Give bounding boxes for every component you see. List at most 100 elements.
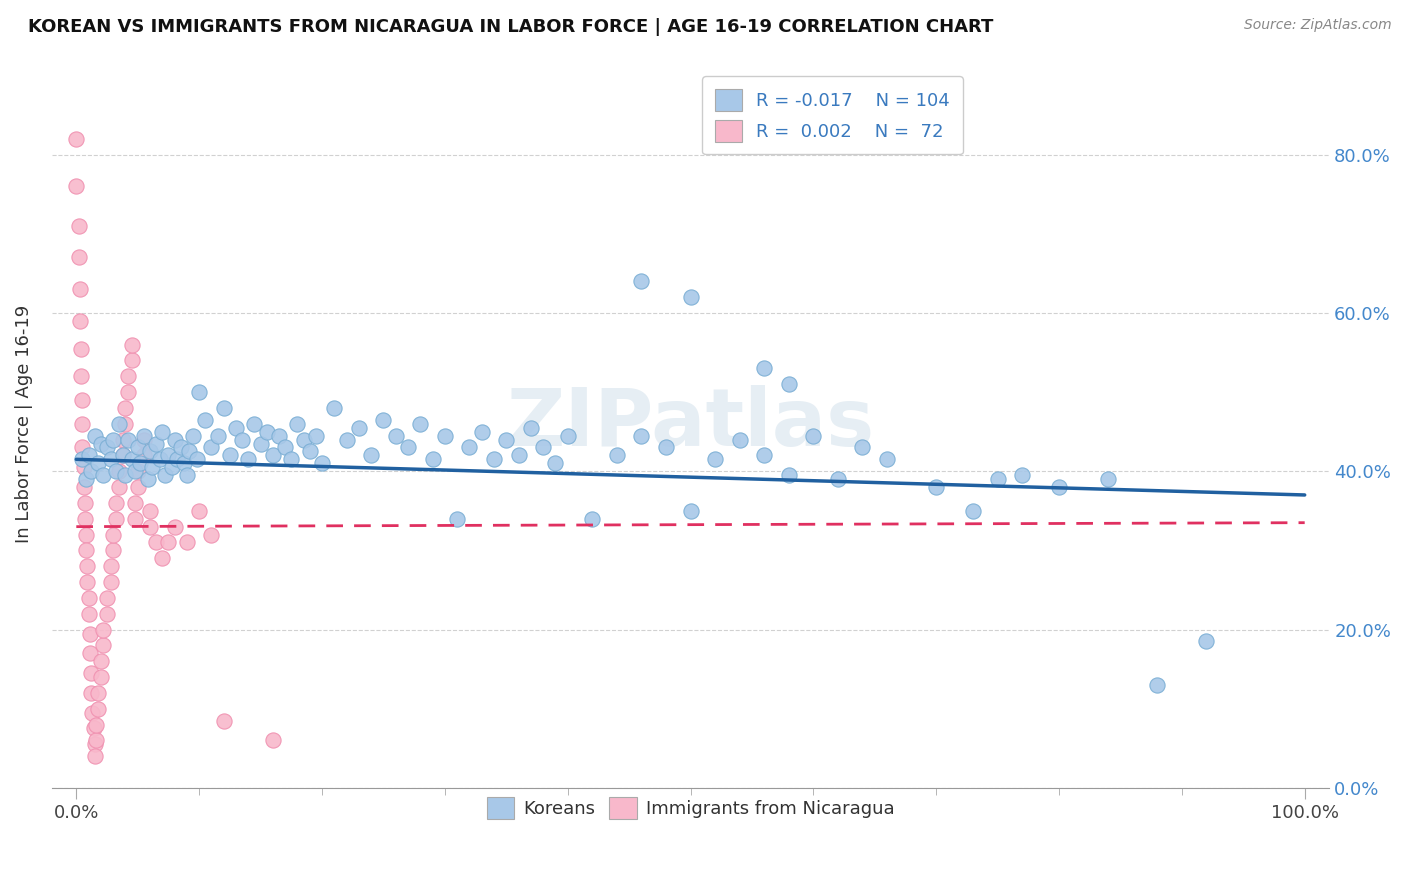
Point (101, 433, 124, 447)
Point (231, 433, 253, 447)
Point (544, 456, 567, 470)
Point (73, 480, 96, 494)
Point (396, 441, 419, 455)
Point (77, 449, 100, 463)
Point (298, 444, 321, 458)
Point (145, 535, 167, 549)
Text: ZIPatlas: ZIPatlas (506, 384, 875, 463)
Point (93, 639, 115, 653)
Text: KOREAN VS IMMIGRANTS FROM NICARAGUA IN LABOR FORCE | AGE 16-19 CORRELATION CHART: KOREAN VS IMMIGRANTS FROM NICARAGUA IN L… (28, 18, 994, 36)
Point (111, 449, 134, 463)
Point (422, 452, 444, 467)
Point (127, 441, 149, 455)
Point (778, 468, 800, 483)
Point (69, 314, 91, 328)
Point (79, 646, 101, 660)
Point (69, 282, 91, 296)
Point (225, 420, 247, 434)
Point (1047, 480, 1070, 494)
Point (827, 472, 849, 486)
Point (194, 413, 217, 427)
Point (876, 452, 898, 467)
Point (114, 401, 136, 415)
Point (139, 519, 162, 533)
Point (157, 449, 180, 463)
Point (373, 413, 395, 427)
Point (508, 449, 530, 463)
Point (458, 441, 481, 455)
Point (76, 559, 98, 574)
Point (70, 369, 93, 384)
Point (87, 702, 110, 716)
Point (157, 535, 180, 549)
Point (200, 441, 222, 455)
Point (655, 441, 678, 455)
Point (179, 444, 201, 458)
Point (90, 654, 112, 668)
Point (305, 428, 328, 442)
Point (754, 361, 776, 376)
Point (212, 714, 235, 728)
Point (679, 504, 702, 518)
Point (962, 504, 984, 518)
Point (925, 480, 948, 494)
Point (446, 512, 468, 526)
Point (280, 452, 302, 467)
Point (495, 433, 517, 447)
Point (360, 449, 382, 463)
Point (114, 468, 136, 483)
Point (274, 441, 297, 455)
Point (166, 452, 188, 467)
Point (101, 527, 124, 541)
Point (471, 425, 494, 439)
Point (433, 428, 456, 442)
Point (728, 433, 751, 447)
Point (207, 428, 229, 442)
Point (117, 433, 139, 447)
Point (181, 428, 204, 442)
Y-axis label: In Labor Force | Age 16-19: In Labor Force | Age 16-19 (15, 304, 32, 543)
Point (73, 496, 96, 510)
Point (83, 428, 105, 442)
Point (704, 452, 727, 467)
Point (84, 717, 107, 731)
Point (65, 179, 87, 194)
Point (84, 733, 107, 747)
Point (108, 480, 131, 494)
Point (531, 441, 554, 455)
Point (72, 392, 94, 407)
Point (75, 543, 97, 558)
Point (176, 535, 198, 549)
Point (150, 551, 173, 566)
Point (176, 468, 198, 483)
Point (188, 504, 211, 518)
Point (80, 686, 103, 700)
Point (173, 456, 195, 470)
Point (87, 686, 110, 700)
Point (606, 449, 628, 463)
Point (262, 449, 284, 463)
Point (256, 425, 278, 439)
Point (778, 377, 800, 392)
Point (87, 456, 110, 470)
Point (121, 337, 143, 351)
Point (104, 464, 127, 478)
Point (987, 472, 1010, 486)
Point (129, 456, 152, 470)
Point (80, 464, 103, 478)
Point (93, 623, 115, 637)
Point (114, 417, 136, 431)
Point (108, 464, 131, 478)
Point (335, 433, 357, 447)
Point (409, 417, 432, 431)
Point (136, 472, 159, 486)
Point (83, 722, 105, 736)
Point (163, 433, 186, 447)
Point (132, 433, 155, 447)
Point (243, 417, 266, 431)
Point (101, 543, 124, 558)
Point (851, 441, 873, 455)
Point (93, 468, 115, 483)
Point (96, 591, 118, 605)
Point (82, 706, 104, 720)
